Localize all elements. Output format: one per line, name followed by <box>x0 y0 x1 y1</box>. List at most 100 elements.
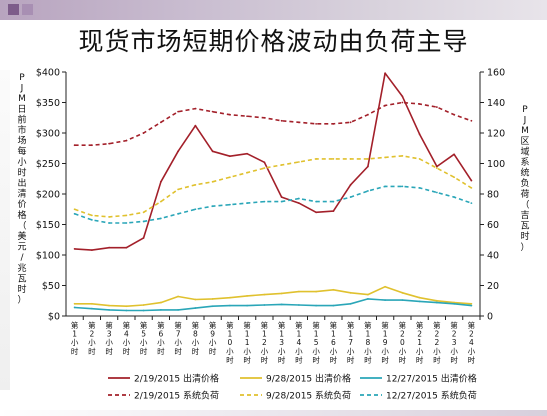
x-tick-label: 第 3 小时 <box>105 320 113 356</box>
x-tick-label: 第 2 1 小时 <box>416 320 424 364</box>
data-point <box>453 113 456 116</box>
data-point <box>297 290 300 293</box>
data-point <box>211 180 214 183</box>
data-point <box>211 298 214 300</box>
data-point <box>142 132 145 134</box>
right-tick-label: 80 <box>487 190 499 201</box>
data-point <box>159 217 162 220</box>
data-point <box>401 291 404 294</box>
series-line <box>74 298 472 312</box>
data-point <box>125 309 128 312</box>
data-point <box>384 299 387 302</box>
data-point <box>435 301 438 304</box>
left-tick-label: $0 <box>48 312 60 323</box>
bottom-decorative-band <box>0 410 547 416</box>
data-point <box>280 200 283 203</box>
left-tick-label: $250 <box>36 159 60 170</box>
data-point <box>90 144 93 147</box>
data-point <box>366 158 369 160</box>
data-point <box>349 158 352 160</box>
x-tick-label: 第 1 6 小时 <box>330 320 338 364</box>
data-point <box>211 150 214 153</box>
series-line <box>74 155 472 218</box>
data-point <box>401 101 404 104</box>
data-point <box>332 288 335 291</box>
right-tick-label: 160 <box>487 68 505 79</box>
data-point <box>159 200 162 203</box>
band-square <box>22 4 33 15</box>
data-point <box>366 293 369 296</box>
data-point <box>435 167 438 169</box>
data-point <box>297 202 300 205</box>
right-tick-label: 0 <box>487 312 493 323</box>
data-point <box>194 183 197 186</box>
left-tick-label: $150 <box>36 220 60 231</box>
x-tick-label: 第 2 2 小时 <box>433 320 441 364</box>
left-axis-title: P J M 日前市场每小时出清价格（美元/兆瓦时） <box>17 73 26 306</box>
data-point <box>418 300 421 303</box>
x-tick-label: 第 1 小时 <box>71 320 79 356</box>
data-point <box>435 191 438 194</box>
data-point <box>332 200 335 203</box>
data-point <box>418 158 421 160</box>
data-point <box>384 72 387 75</box>
data-point <box>73 306 76 309</box>
data-point <box>108 222 111 224</box>
data-point <box>332 158 335 160</box>
data-point <box>263 161 266 164</box>
series-line <box>74 285 472 308</box>
legend-label: 12/27/2015 系统负荷 <box>386 390 477 402</box>
x-tick-label: 第 8 小时 <box>192 320 200 356</box>
data-point <box>194 298 197 301</box>
data-point <box>194 107 197 110</box>
data-point <box>142 237 145 239</box>
data-point <box>90 307 93 310</box>
legend-label: 9/28/2015 出清价格 <box>266 373 351 385</box>
data-point <box>453 153 456 156</box>
left-tick-label: $350 <box>36 98 60 109</box>
data-point <box>349 183 352 186</box>
data-point <box>280 292 283 295</box>
data-point <box>332 122 335 125</box>
data-point <box>280 303 283 306</box>
data-point <box>263 293 266 296</box>
left-tick-label: $200 <box>36 190 60 201</box>
band-square <box>8 4 19 15</box>
x-tick-label: 第 5 小时 <box>140 320 148 356</box>
data-point <box>228 296 231 299</box>
x-tick-label: 第 9 小时 <box>209 320 217 356</box>
data-point <box>263 167 266 169</box>
data-point <box>177 150 180 153</box>
data-point <box>384 104 387 107</box>
data-point <box>246 171 249 174</box>
legend-label: 2/19/2015 出清价格 <box>134 373 219 385</box>
data-point <box>280 119 283 122</box>
legend-label: 2/19/2015 系统负荷 <box>134 390 219 402</box>
data-point <box>470 119 473 122</box>
data-point <box>349 196 352 198</box>
data-point <box>263 304 266 306</box>
data-point <box>418 187 421 189</box>
data-point <box>228 203 231 206</box>
data-point <box>108 246 111 249</box>
series-line <box>74 101 472 146</box>
data-point <box>384 156 387 159</box>
data-point <box>177 188 180 191</box>
data-point <box>470 304 473 307</box>
data-point <box>401 299 404 302</box>
data-point <box>177 212 180 215</box>
data-point <box>280 196 283 198</box>
data-point <box>366 113 369 116</box>
data-point <box>315 304 318 307</box>
data-point <box>228 176 231 179</box>
right-tick-label: 120 <box>487 129 505 140</box>
data-point <box>228 155 231 158</box>
data-point <box>418 103 421 105</box>
data-point <box>159 301 162 304</box>
data-point <box>159 121 162 124</box>
data-point <box>125 222 128 224</box>
data-point <box>435 165 438 168</box>
data-point <box>108 215 111 218</box>
x-tick-label: 第 2 小时 <box>88 320 96 356</box>
data-point <box>384 185 387 188</box>
